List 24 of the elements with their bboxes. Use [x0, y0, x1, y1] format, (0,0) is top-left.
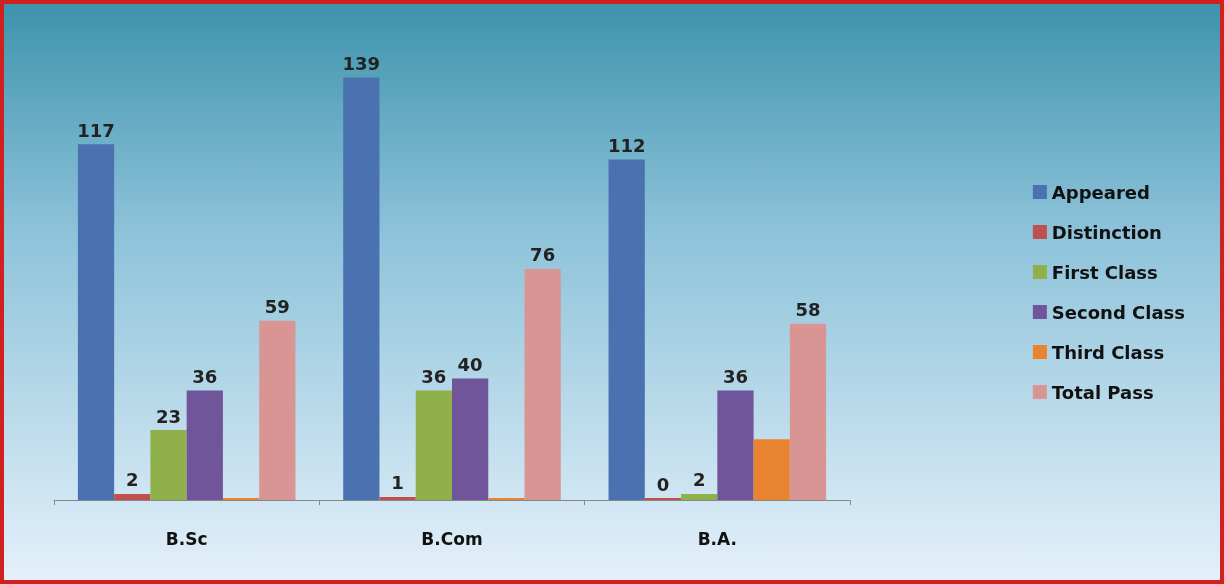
data-label: 139	[342, 52, 381, 74]
data-label: 58	[795, 299, 821, 321]
legend-label: Total Pass	[1051, 381, 1154, 403]
data-label: 2	[126, 469, 139, 491]
x-tick-label: B.A.	[697, 528, 738, 549]
legend-label: Distinction	[1051, 221, 1162, 243]
data-label: 36	[421, 366, 447, 388]
data-label: 36	[722, 366, 748, 388]
data-label: 112	[607, 135, 646, 157]
data-label: 40	[457, 353, 483, 375]
data-label: 23	[156, 405, 182, 427]
legend-label: First Class	[1051, 261, 1158, 283]
x-tick-label: B.Sc	[165, 528, 208, 549]
legend-label: Appeared	[1051, 181, 1150, 203]
data-label: 36	[192, 366, 218, 388]
data-label: 59	[264, 296, 290, 318]
legend-label: Third Class	[1051, 341, 1165, 363]
data-label: 117	[77, 119, 115, 141]
data-label: 76	[530, 244, 556, 266]
x-tick-label: B.Com	[421, 528, 483, 549]
legend-label: Second Class	[1051, 301, 1186, 323]
data-label: 1	[391, 472, 404, 494]
data-label: 0	[656, 473, 670, 495]
data-label: 2	[692, 469, 706, 491]
